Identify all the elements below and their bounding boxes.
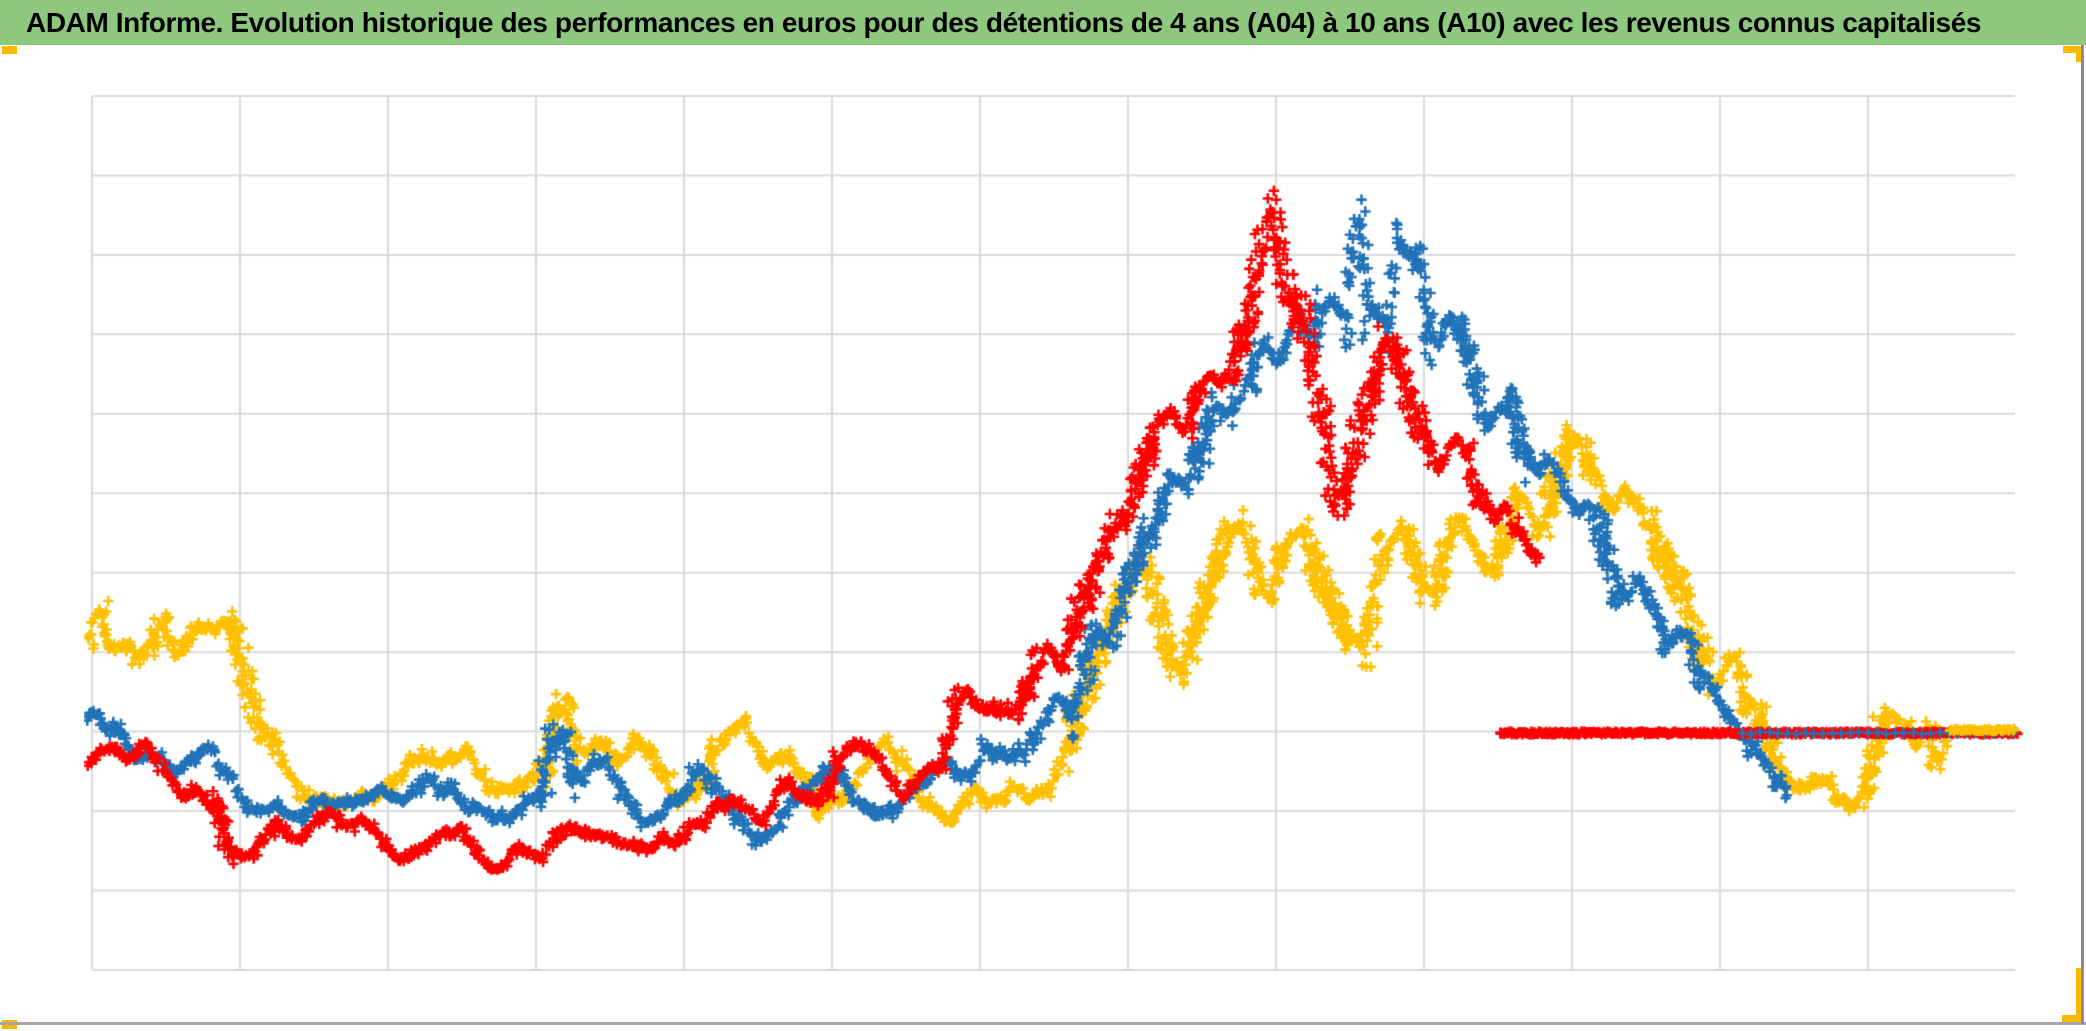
corner-mark-top-left <box>2 46 17 54</box>
corner-mark-top-right <box>2063 46 2083 62</box>
slide-right-rule <box>2081 45 2084 1024</box>
slide-bottom-rule <box>0 1022 2086 1025</box>
corner-mark-bottom-right <box>2062 968 2083 1022</box>
